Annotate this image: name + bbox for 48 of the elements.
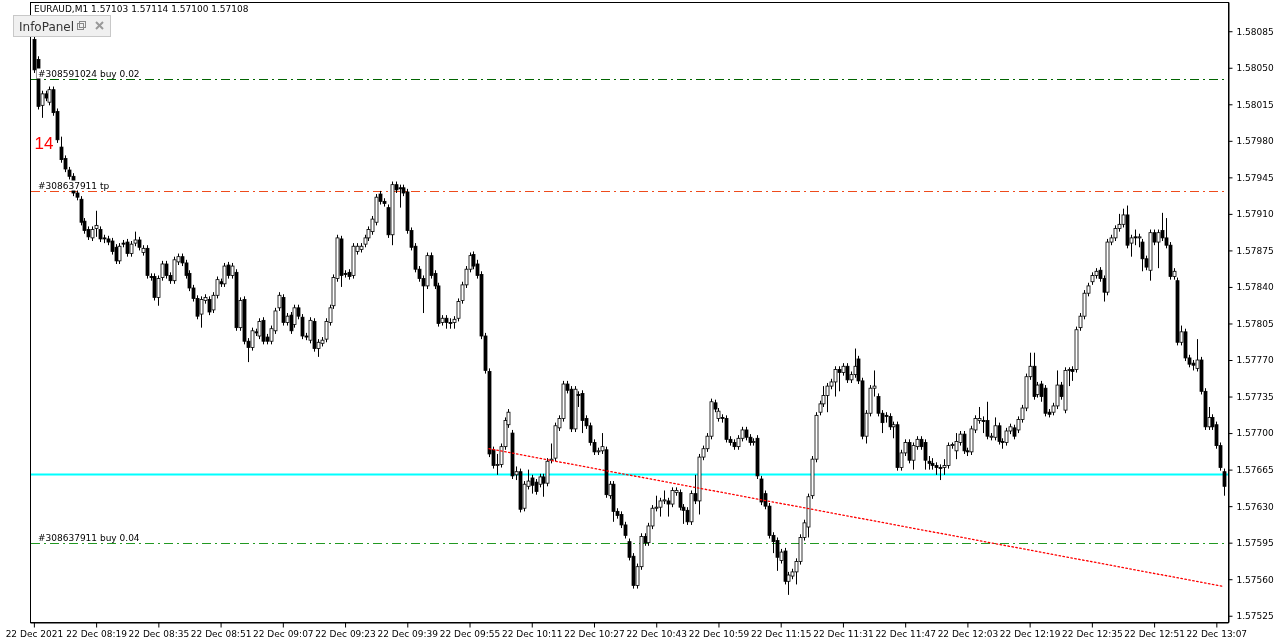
candlestick <box>94 210 99 238</box>
x-tick-label: 22 Dec 13:07 <box>1186 628 1248 639</box>
y-tick-label: 1.57595 <box>1236 538 1274 549</box>
y-tick-label: 1.58050 <box>1236 63 1274 74</box>
y-tick-label: 1.57665 <box>1236 464 1274 475</box>
y-tick-label: 1.57980 <box>1236 136 1274 147</box>
x-tick-label: 22 Dec 12:51 <box>1124 628 1185 639</box>
x-tick-label: 22 Dec 11:31 <box>813 628 874 639</box>
y-tick-label: 1.57770 <box>1236 355 1274 366</box>
x-tick-label: 22 Dec 09:07 <box>253 628 314 639</box>
x-tick-label: 22 Dec 10:59 <box>688 628 750 639</box>
x-tick-label: 22 Dec 12:19 <box>999 628 1061 639</box>
y-tick-label: 1.57875 <box>1236 245 1274 256</box>
candlestick <box>117 242 122 265</box>
y-tick-label: 1.57700 <box>1236 428 1274 439</box>
x-tick-label: 22 Dec 09:39 <box>377 628 439 639</box>
x-tick-label: 22 Dec 09:23 <box>315 628 376 639</box>
chart-title: EURAUD,M1 1.57103 1.57114 1.57100 1.57108 <box>34 4 249 14</box>
candlestick <box>825 382 830 413</box>
annotation: InfoPanel <box>19 20 75 34</box>
info-panel: InfoPanel <box>13 15 111 37</box>
y-tick-label: 1.57910 <box>1236 209 1274 220</box>
y-tick-label: 1.57945 <box>1236 172 1274 183</box>
y-tick-label: 1.57525 <box>1236 611 1274 622</box>
x-tick-label: 22 Dec 12:35 <box>1062 628 1123 639</box>
x-tick-label: 22 Dec 12:03 <box>937 628 999 639</box>
y-tick-label: 1.57630 <box>1236 501 1274 512</box>
ref-line-label: #308591024 buy 0.02 <box>38 68 140 79</box>
y-tick-label: 1.57560 <box>1236 574 1274 585</box>
y-tick-label: 1.58015 <box>1236 99 1274 110</box>
y-tick-label: 1.57840 <box>1236 282 1274 293</box>
y-tick-label: 1.57805 <box>1236 318 1274 329</box>
x-tick-label: 22 Dec 10:27 <box>564 628 625 639</box>
x-tick-label: 22 Dec 2021 <box>5 628 64 639</box>
x-tick-label: 22 Dec 11:15 <box>750 628 812 639</box>
ref-line-label: #308637911 buy 0.04 <box>38 532 140 543</box>
x-tick-label: 22 Dec 08:35 <box>128 628 190 639</box>
candlestick <box>837 365 842 392</box>
y-tick-label: 1.58085 <box>1236 26 1274 37</box>
x-tick-label: 22 Dec 10:11 <box>501 628 563 639</box>
x-tick-label: 22 Dec 08:19 <box>66 628 128 639</box>
ref-line-label: #308637911 tp <box>38 180 110 191</box>
annotation: 14 <box>34 134 54 154</box>
x-tick-label: 22 Dec 09:55 <box>439 628 501 639</box>
x-tick-label: 22 Dec 08:51 <box>190 628 252 639</box>
y-tick-label: 1.57735 <box>1236 391 1274 402</box>
x-tick-label: 22 Dec 10:43 <box>626 628 687 639</box>
x-tick-label: 22 Dec 11:47 <box>875 628 936 639</box>
